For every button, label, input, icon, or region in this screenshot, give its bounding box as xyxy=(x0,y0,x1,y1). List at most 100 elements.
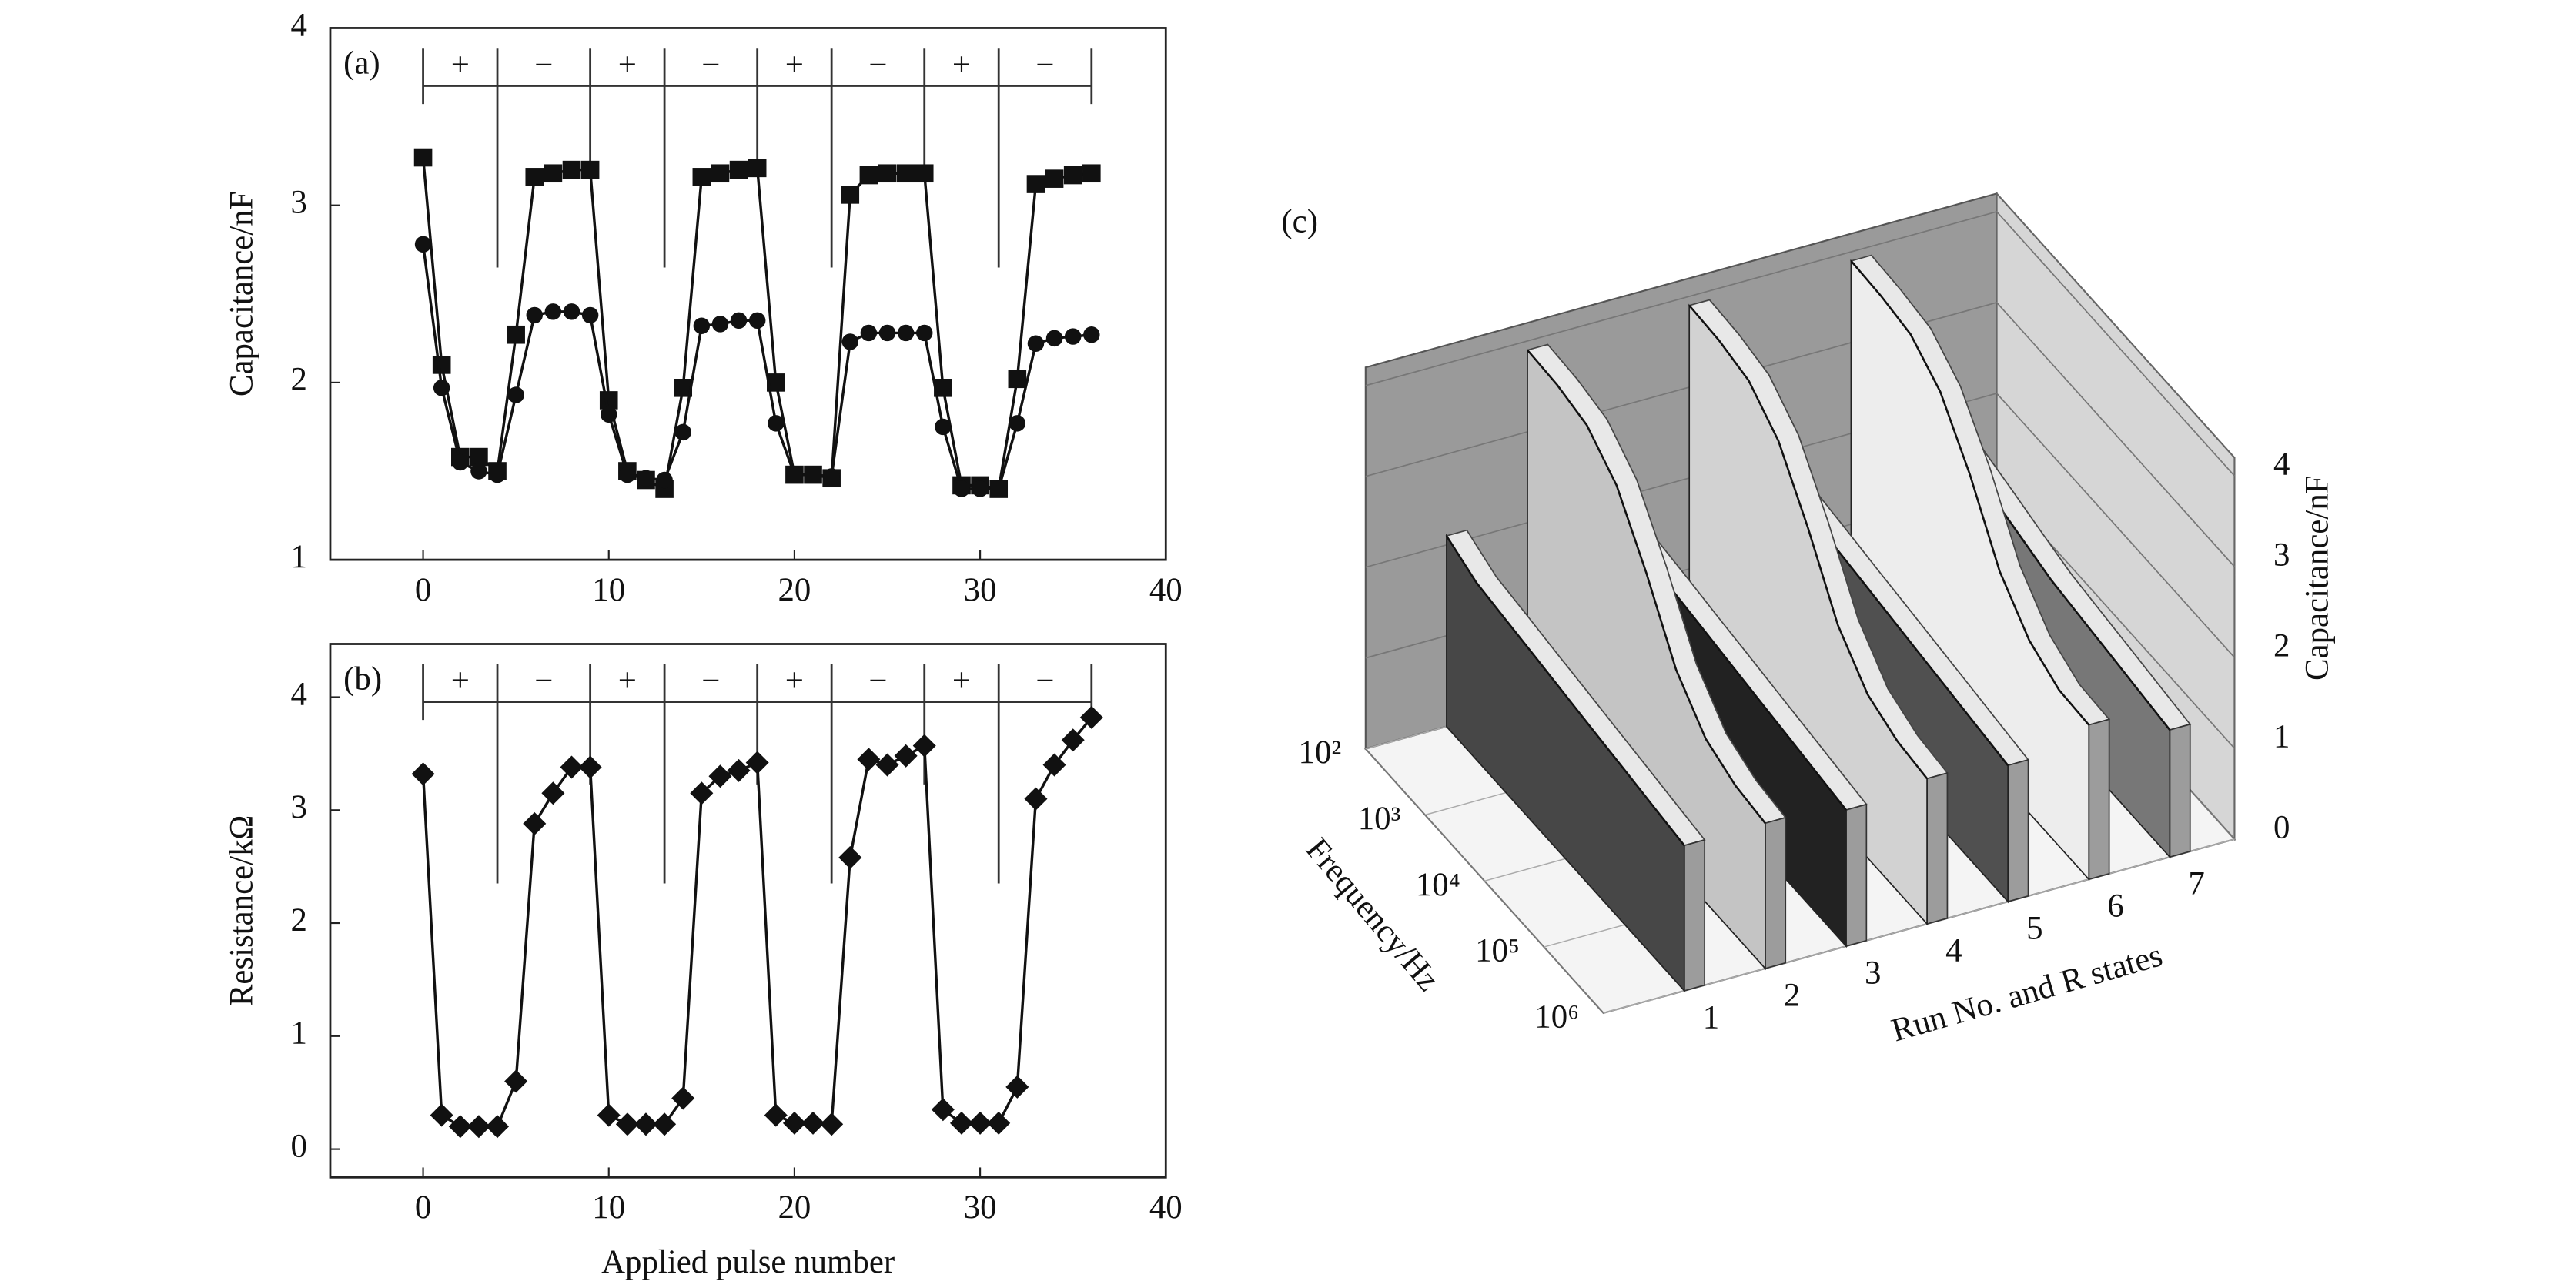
polarity-label: − xyxy=(868,663,887,699)
wall-top-edge xyxy=(1527,349,1766,825)
marker xyxy=(1024,787,1048,811)
panel-label: (c) xyxy=(1281,204,1318,240)
polarity-label: + xyxy=(952,47,971,83)
y-tick-label: 1 xyxy=(291,1015,307,1052)
marker xyxy=(674,379,693,397)
x-tick-label: 0 xyxy=(415,572,431,608)
x-tick-label: 10 xyxy=(592,1189,625,1226)
marker xyxy=(619,466,636,483)
y-tick-label: 4 xyxy=(291,676,307,712)
marker xyxy=(1063,166,1082,185)
x-axis-label: Applied pulse number xyxy=(601,1244,895,1280)
polarity-label: + xyxy=(618,47,637,83)
run-tick-label: 1 xyxy=(1703,999,1719,1035)
y-tick-label: 3 xyxy=(291,789,307,825)
marker xyxy=(1083,326,1100,343)
marker xyxy=(729,160,748,179)
polarity-label: + xyxy=(785,663,804,699)
x-tick-label: 40 xyxy=(1149,1189,1183,1226)
marker xyxy=(823,468,840,485)
wall-top-edge xyxy=(1688,304,1929,780)
marker xyxy=(486,1115,510,1139)
marker xyxy=(693,317,711,334)
run-tick-label: 2 xyxy=(1784,977,1800,1013)
z-tick-label: 4 xyxy=(2273,446,2290,482)
wall-end xyxy=(2088,718,2110,881)
marker xyxy=(745,751,769,774)
marker xyxy=(560,755,584,779)
marker xyxy=(563,303,580,320)
y-tick-label: 3 xyxy=(291,185,307,221)
wall-top-edge xyxy=(1850,260,2090,726)
marker xyxy=(489,466,506,483)
wall-end xyxy=(1845,803,1868,948)
y-axis-label: Resistance/kΩ xyxy=(223,815,259,1007)
marker xyxy=(507,386,524,403)
y-tick-label: 1 xyxy=(291,539,307,575)
marker xyxy=(504,1069,528,1093)
marker xyxy=(507,325,525,344)
wall-end xyxy=(2007,758,2029,903)
polarity-label: − xyxy=(701,47,720,83)
panel-label: (a) xyxy=(343,45,380,82)
marker xyxy=(860,324,878,342)
marker xyxy=(859,166,878,185)
marker xyxy=(916,324,933,342)
marker xyxy=(452,453,469,471)
wall-end xyxy=(1683,838,1706,992)
x-tick-label: 10⁵ xyxy=(1475,933,1520,969)
marker xyxy=(1008,370,1027,389)
polarity-label: − xyxy=(1035,47,1054,83)
wall-end xyxy=(1765,816,1787,970)
polarity-label: − xyxy=(868,47,887,83)
y-axis-label: Run No. and R states xyxy=(1888,937,2166,1049)
x-tick-label: 10⁴ xyxy=(1416,867,1460,903)
x-tick-label: 10³ xyxy=(1358,801,1401,837)
marker xyxy=(1045,169,1064,188)
marker xyxy=(1005,1075,1029,1099)
marker xyxy=(1042,753,1066,777)
marker xyxy=(470,463,487,480)
x-tick-label: 30 xyxy=(964,1189,997,1226)
marker xyxy=(949,1111,973,1135)
x-tick-label: 0 xyxy=(415,1189,431,1226)
marker xyxy=(748,312,766,330)
run-tick-label: 4 xyxy=(1945,933,1962,969)
y-tick-label: 2 xyxy=(291,362,307,398)
x-axis-label: Frequency/Hz xyxy=(1299,831,1447,998)
marker xyxy=(764,1103,788,1127)
marker xyxy=(711,316,729,333)
marker xyxy=(525,168,544,186)
marker xyxy=(912,734,936,758)
marker xyxy=(653,1112,677,1136)
marker xyxy=(674,423,691,441)
run-tick-label: 7 xyxy=(2188,866,2204,902)
marker xyxy=(990,480,1007,497)
marker xyxy=(597,1103,621,1127)
marker xyxy=(915,164,934,183)
plot-frame xyxy=(329,27,1167,561)
marker xyxy=(1045,330,1063,347)
marker xyxy=(768,415,785,432)
marker xyxy=(935,418,952,436)
marker xyxy=(578,755,602,779)
marker xyxy=(544,164,563,183)
wall-end xyxy=(1926,771,1949,925)
wall-top-edge xyxy=(1445,535,1685,846)
marker xyxy=(544,303,562,320)
marker xyxy=(748,159,767,178)
marker xyxy=(953,480,970,497)
polarity-label: + xyxy=(451,47,470,83)
marker xyxy=(467,1115,490,1139)
marker xyxy=(894,744,918,768)
marker xyxy=(786,466,803,483)
marker xyxy=(562,160,581,179)
marker xyxy=(470,447,488,467)
marker xyxy=(637,470,654,487)
polarity-label: + xyxy=(952,663,971,699)
polarity-label: + xyxy=(618,663,637,699)
z-tick-label: 1 xyxy=(2273,718,2290,754)
marker xyxy=(1027,335,1045,352)
